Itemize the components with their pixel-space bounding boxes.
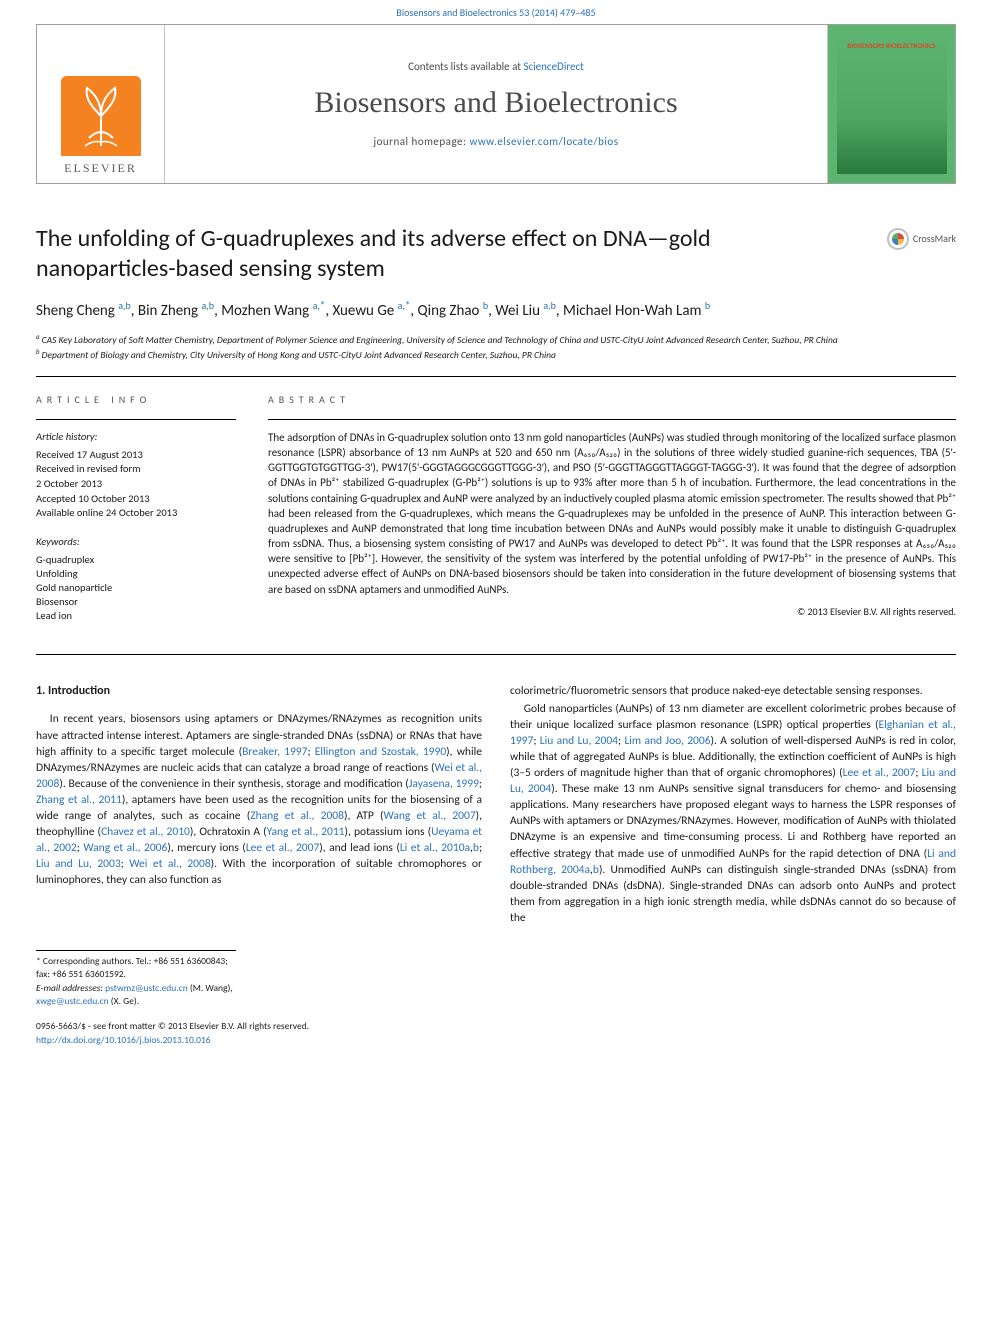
history-line: Available online 24 October 2013 xyxy=(36,506,236,521)
crossmark-badge[interactable]: CrossMark xyxy=(887,228,956,250)
keyword: Gold nanoparticle xyxy=(36,581,236,595)
corresponding-author-block: * Corresponding authors. Tel.: +86 551 6… xyxy=(36,950,236,1008)
cover-thumb-title: BIOSENSORS BIOELECTRONICS xyxy=(847,42,935,49)
corr-email-1[interactable]: pstwmz@ustc.edu.cn xyxy=(105,982,188,994)
intro-paragraph-2: Gold nanoparticles (AuNPs) of 13 nm diam… xyxy=(510,701,956,926)
running-head: Biosensors and Bioelectronics 53 (2014) … xyxy=(0,0,992,24)
keyword: Unfolding xyxy=(36,567,236,581)
body-two-column: 1. Introduction In recent years, biosens… xyxy=(36,683,956,926)
doi-link[interactable]: http://dx.doi.org/10.1016/j.bios.2013.10… xyxy=(36,1034,211,1046)
masthead-center: Contents lists available at ScienceDirec… xyxy=(165,25,827,183)
elsevier-tree-icon xyxy=(61,76,141,156)
article-header: CrossMark The unfolding of G-quadruplexe… xyxy=(36,224,956,362)
abstract-column: abstract The adsorption of DNAs in G-qua… xyxy=(268,393,956,638)
section-heading-1: 1. Introduction xyxy=(36,683,482,700)
running-head-link[interactable]: Biosensors and Bioelectronics 53 (2014) … xyxy=(396,6,595,19)
body-col-left: 1. Introduction In recent years, biosens… xyxy=(36,683,482,926)
crossmark-icon xyxy=(887,228,909,250)
intro-paragraph-1: In recent years, biosensors using aptame… xyxy=(36,711,482,888)
affiliation-b: b Department of Biology and Chemistry, C… xyxy=(36,347,956,362)
author-list: Sheng Cheng a,b, Bin Zheng a,b, Mozhen W… xyxy=(36,298,956,322)
info-abstract-row: article info Article history: Received 1… xyxy=(36,393,956,638)
corr-email-2-who: (X. Ge). xyxy=(109,995,140,1007)
corr-line-1: * Corresponding authors. Tel.: +86 551 6… xyxy=(36,955,236,982)
contents-pre: Contents lists available at xyxy=(408,60,523,73)
info-rule: Article history: Received 17 August 2013… xyxy=(36,419,236,624)
article-info-label: article info xyxy=(36,393,236,407)
corr-email-label: E-mail addresses: xyxy=(36,982,105,994)
keyword: Biosensor xyxy=(36,595,236,609)
rule-top xyxy=(36,376,956,377)
rule-bottom xyxy=(36,654,956,655)
corr-email-2[interactable]: xwge@ustc.edu.cn xyxy=(36,995,109,1007)
history-block: Article history: Received 17 August 2013… xyxy=(36,430,236,521)
journal-homepage-link[interactable]: www.elsevier.com/locate/bios xyxy=(469,135,618,148)
corr-email-1-who: (M. Wang), xyxy=(188,982,233,994)
contents-available-line: Contents lists available at ScienceDirec… xyxy=(408,59,584,74)
keyword: G-quadruplex xyxy=(36,553,236,567)
journal-cover-thumbnail: BIOSENSORS BIOELECTRONICS xyxy=(837,34,947,174)
homepage-pre: journal homepage: xyxy=(373,135,469,148)
cover-thumb-panel: BIOSENSORS BIOELECTRONICS xyxy=(827,25,955,183)
keyword: Lead ion xyxy=(36,609,236,623)
history-line: Received in revised form xyxy=(36,462,236,477)
body-col-right: colorimetric/fluorometric sensors that p… xyxy=(510,683,956,926)
history-title: Article history: xyxy=(36,430,236,445)
journal-title: Biosensors and Bioelectronics xyxy=(314,82,677,124)
article-info-column: article info Article history: Received 1… xyxy=(36,393,236,638)
abstract-label: abstract xyxy=(268,393,956,407)
history-line: Accepted 10 October 2013 xyxy=(36,492,236,507)
crossmark-label: CrossMark xyxy=(913,232,956,246)
abstract-text: The adsorption of DNAs in G-quadruplex s… xyxy=(268,430,956,597)
elsevier-logo: ELSEVIER xyxy=(53,62,149,177)
keywords-title: Keywords: xyxy=(36,535,236,550)
intro-paragraph-1-cont: colorimetric/fluorometric sensors that p… xyxy=(510,683,956,699)
front-matter-line: 0956-5663/$ - see front matter © 2013 El… xyxy=(36,1020,956,1033)
publisher-logo-panel: ELSEVIER xyxy=(37,25,165,183)
history-line: Received 17 August 2013 xyxy=(36,448,236,463)
affiliation-a: a CAS Key Laboratory of Soft Matter Chem… xyxy=(36,332,956,347)
elsevier-wordmark: ELSEVIER xyxy=(64,160,137,177)
footer-block: 0956-5663/$ - see front matter © 2013 El… xyxy=(36,1020,956,1047)
article-title: The unfolding of G-quadruplexes and its … xyxy=(36,224,806,284)
keywords-block: Keywords: G-quadruplex Unfolding Gold na… xyxy=(36,535,236,624)
journal-homepage-line: journal homepage: www.elsevier.com/locat… xyxy=(373,134,618,149)
affiliations: a CAS Key Laboratory of Soft Matter Chem… xyxy=(36,332,956,362)
history-line: 2 October 2013 xyxy=(36,477,236,492)
corr-line-2: E-mail addresses: pstwmz@ustc.edu.cn (M.… xyxy=(36,982,236,1009)
journal-masthead: ELSEVIER Contents lists available at Sci… xyxy=(36,24,956,184)
abstract-copyright: © 2013 Elsevier B.V. All rights reserved… xyxy=(268,605,956,619)
sciencedirect-link[interactable]: ScienceDirect xyxy=(523,60,583,73)
